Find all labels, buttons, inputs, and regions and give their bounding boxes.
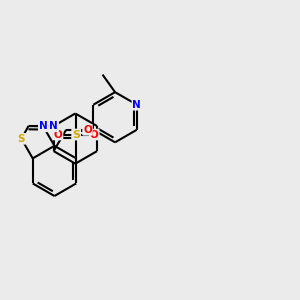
Text: O: O xyxy=(90,130,99,140)
Text: N: N xyxy=(49,121,58,131)
Text: S: S xyxy=(72,130,80,140)
Text: S: S xyxy=(18,134,25,144)
Text: O: O xyxy=(54,130,62,140)
Text: O: O xyxy=(83,125,92,135)
Text: N: N xyxy=(49,121,58,131)
Text: N: N xyxy=(132,100,141,110)
Text: N: N xyxy=(39,121,47,131)
